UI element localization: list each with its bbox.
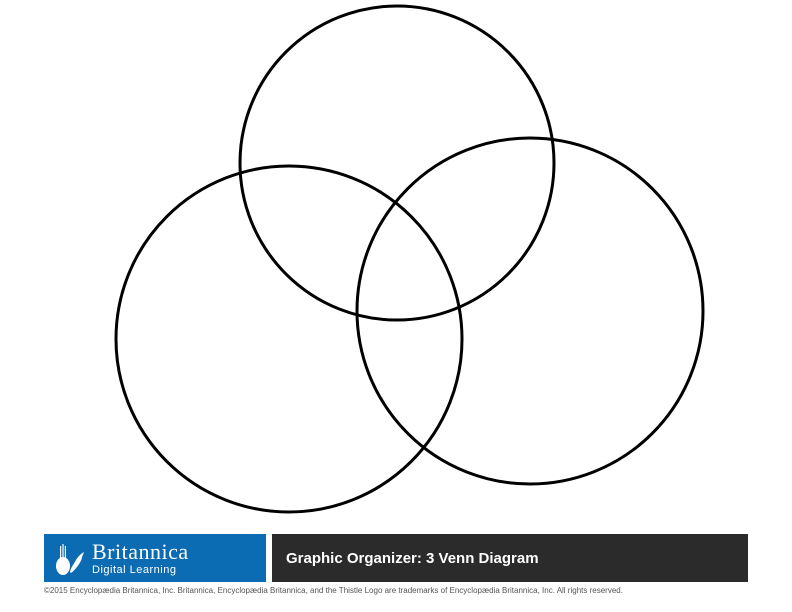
logo-brand: Britannica (92, 541, 189, 563)
venn-circle-right (357, 138, 703, 484)
copyright-text: ©2015 Encyclopædia Britannica, Inc. Brit… (44, 586, 623, 595)
venn-circle-left (116, 166, 462, 512)
logo-text: Britannica Digital Learning (92, 541, 189, 576)
logo-box: Britannica Digital Learning (44, 534, 266, 582)
venn-circle-top (240, 6, 554, 320)
thistle-logo-icon (52, 540, 86, 576)
title-box: Graphic Organizer: 3 Venn Diagram (272, 534, 748, 582)
logo-subline: Digital Learning (92, 565, 189, 576)
footer-bar: Britannica Digital Learning Graphic Orga… (44, 534, 748, 582)
page-title: Graphic Organizer: 3 Venn Diagram (286, 550, 539, 567)
venn-diagram (0, 0, 792, 612)
